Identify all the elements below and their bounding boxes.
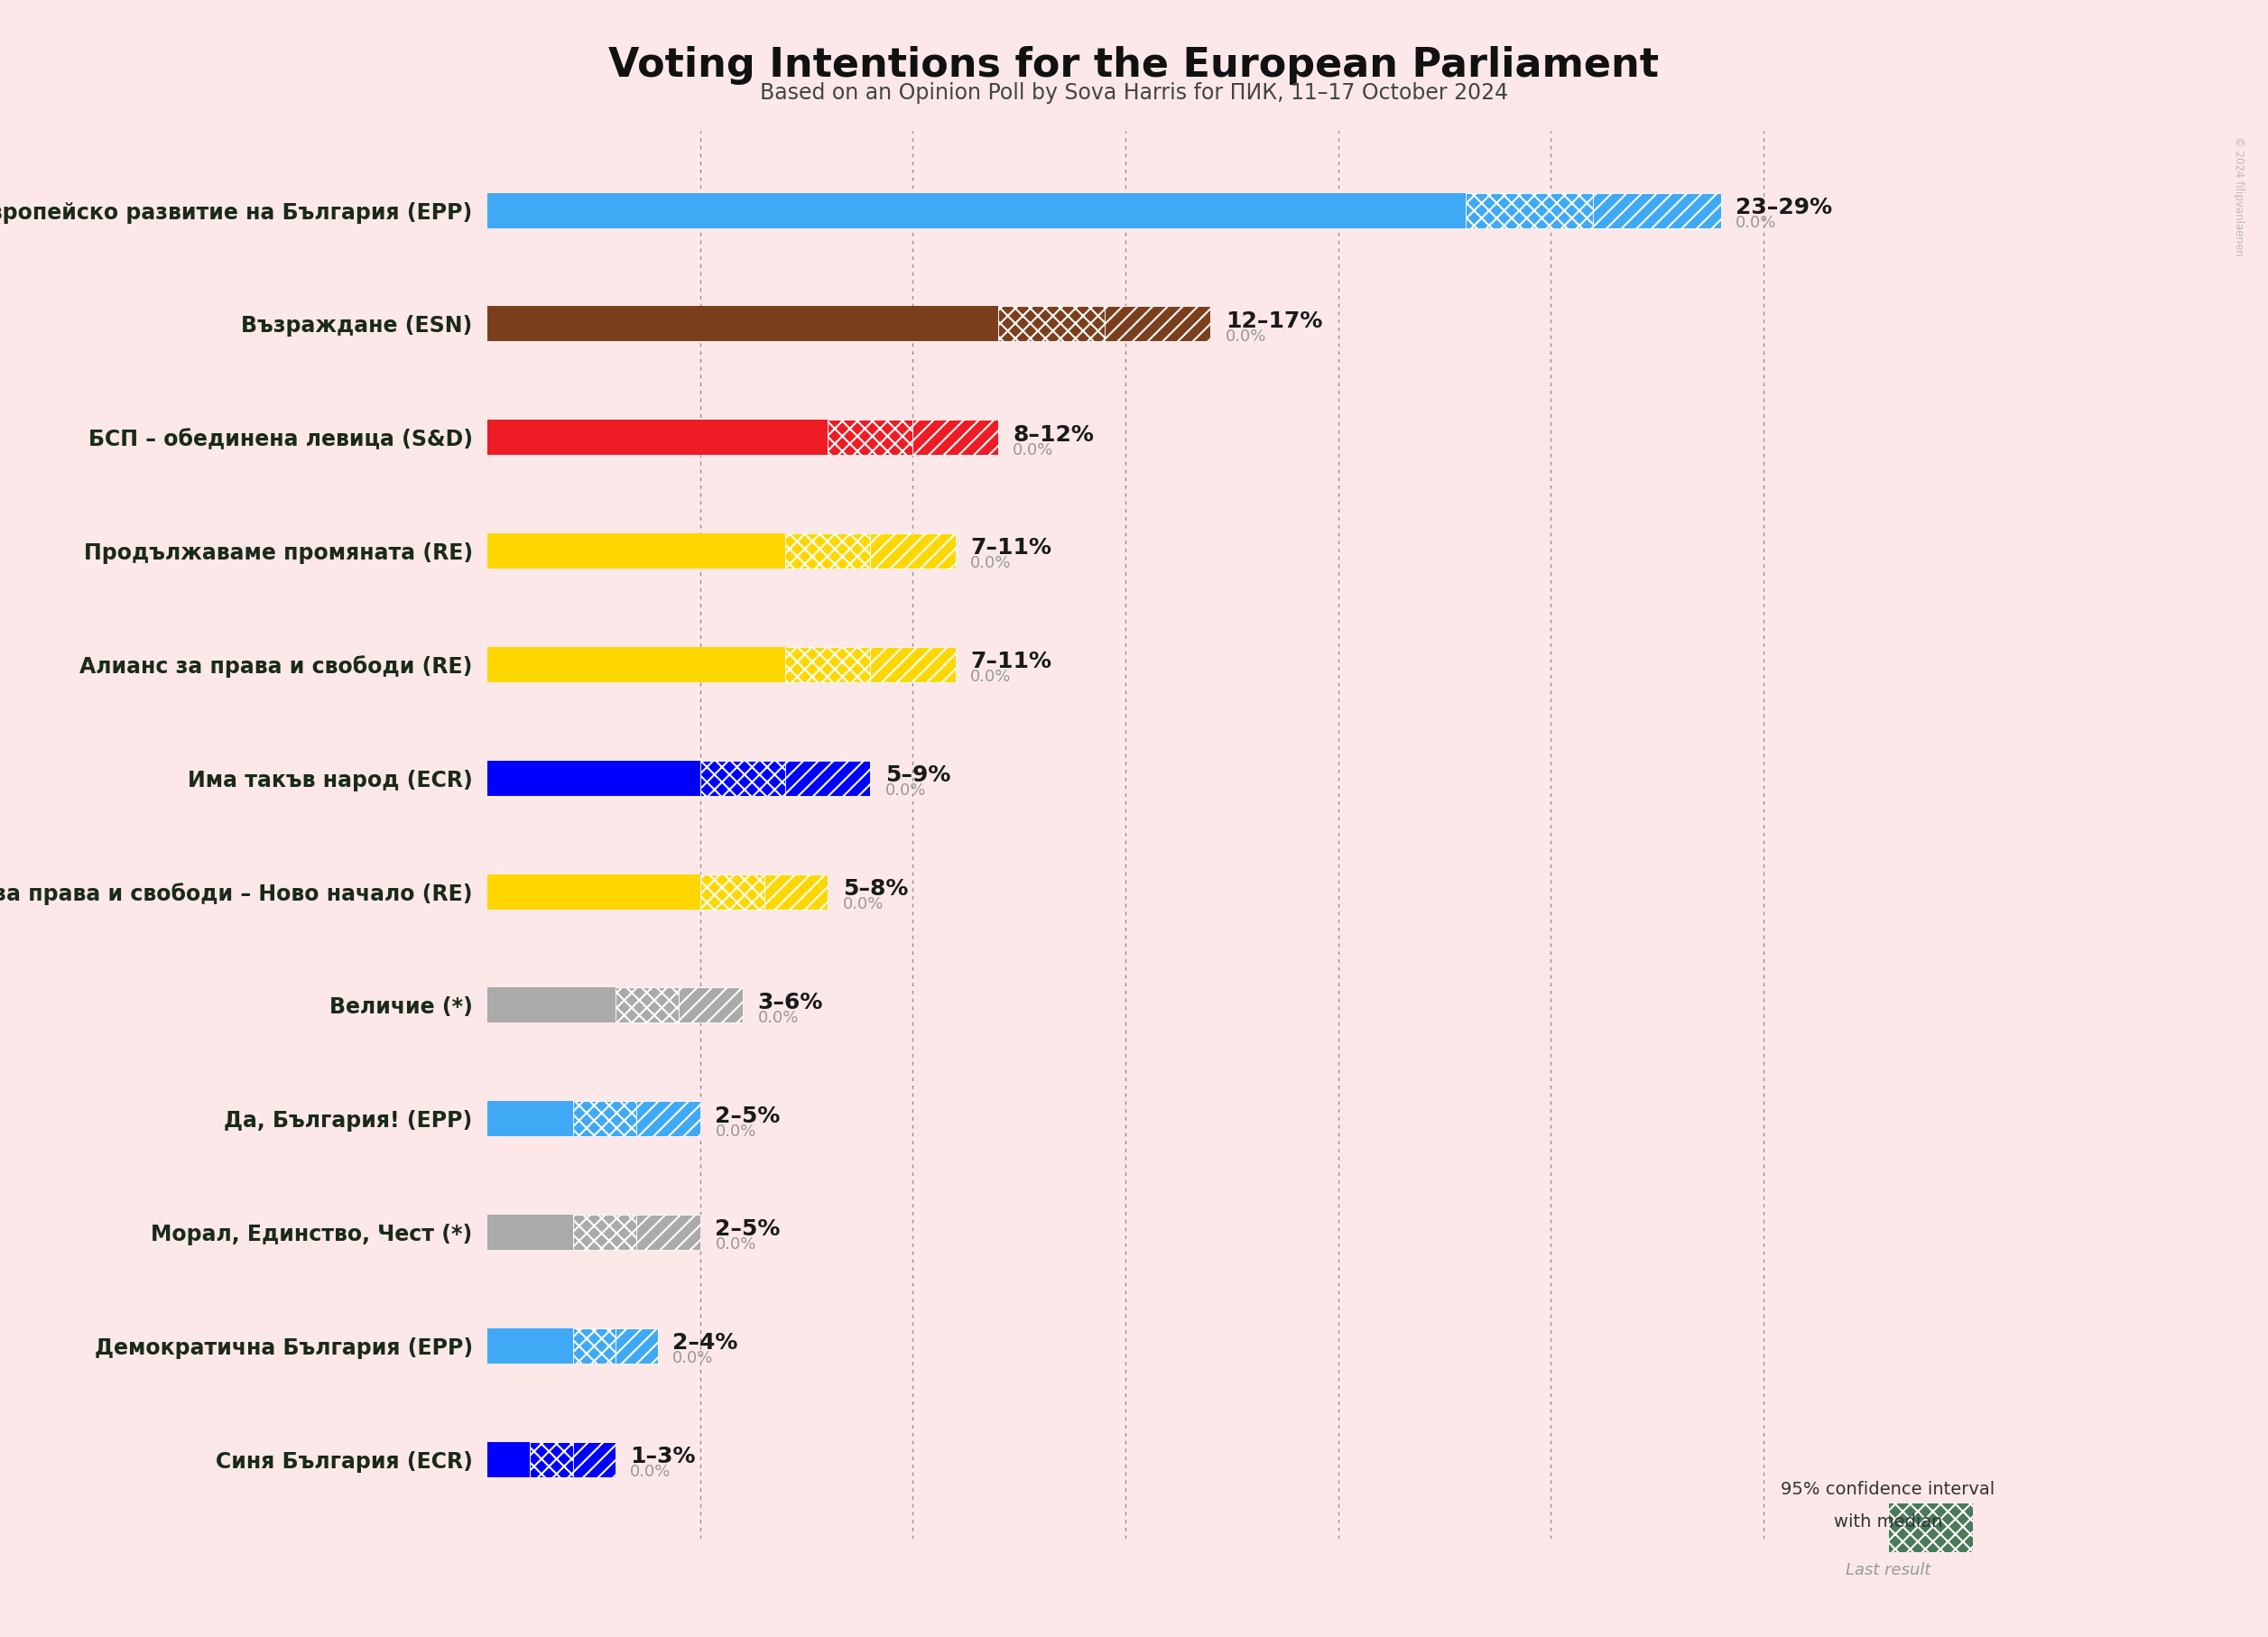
Text: 0.0%: 0.0% xyxy=(714,1123,755,1139)
Bar xyxy=(785,761,871,796)
Bar xyxy=(764,874,828,909)
Bar xyxy=(998,306,1105,342)
Text: 2–5%: 2–5% xyxy=(714,1105,780,1126)
Text: 1–3%: 1–3% xyxy=(631,1445,696,1467)
Bar xyxy=(701,874,764,909)
Text: 0.0%: 0.0% xyxy=(631,1463,671,1480)
Bar xyxy=(678,987,742,1023)
Bar xyxy=(912,421,998,455)
Text: 8–12%: 8–12% xyxy=(1014,424,1093,445)
Bar xyxy=(488,193,1465,228)
Bar xyxy=(1592,193,1721,228)
Text: 0.0%: 0.0% xyxy=(758,1010,798,1026)
Bar xyxy=(488,534,785,568)
Bar xyxy=(488,761,701,796)
Bar xyxy=(488,1102,572,1136)
Text: © 2024 filipvanlaenen: © 2024 filipvanlaenen xyxy=(2232,136,2245,257)
Text: 0.0%: 0.0% xyxy=(971,555,1012,571)
Bar xyxy=(488,1442,531,1477)
Text: 3–6%: 3–6% xyxy=(758,992,823,1013)
Text: 5–9%: 5–9% xyxy=(885,764,950,786)
Bar xyxy=(637,1102,701,1136)
Text: Voting Intentions for the European Parliament: Voting Intentions for the European Parli… xyxy=(608,46,1660,85)
Text: Last result: Last result xyxy=(1846,1562,1930,1578)
Bar xyxy=(1887,1503,1973,1552)
Bar xyxy=(488,1328,572,1364)
Bar xyxy=(572,1102,637,1136)
Text: 5–8%: 5–8% xyxy=(844,877,907,900)
Bar xyxy=(1465,193,1592,228)
Bar xyxy=(785,647,871,683)
Text: 0.0%: 0.0% xyxy=(844,895,885,912)
Bar xyxy=(488,647,785,683)
Bar xyxy=(615,1328,658,1364)
Bar xyxy=(637,1215,701,1249)
Text: 0.0%: 0.0% xyxy=(1225,329,1266,344)
Text: 7–11%: 7–11% xyxy=(971,652,1052,673)
Bar xyxy=(871,647,955,683)
Bar xyxy=(1105,306,1211,342)
Bar xyxy=(828,421,912,455)
Text: 12–17%: 12–17% xyxy=(1225,311,1322,332)
Bar xyxy=(572,1215,637,1249)
Text: 2–4%: 2–4% xyxy=(674,1333,737,1354)
Text: 95% confidence interval: 95% confidence interval xyxy=(1780,1481,1996,1498)
Bar xyxy=(488,987,615,1023)
Bar xyxy=(488,306,998,342)
Bar xyxy=(871,534,955,568)
Text: Based on an Opinion Poll by Sova Harris for ПИК, 11–17 October 2024: Based on an Opinion Poll by Sova Harris … xyxy=(760,82,1508,103)
Text: 0.0%: 0.0% xyxy=(971,670,1012,686)
Bar xyxy=(488,874,701,909)
Text: 0.0%: 0.0% xyxy=(1014,442,1055,458)
Text: 7–11%: 7–11% xyxy=(971,537,1052,558)
Bar xyxy=(701,761,785,796)
Text: 0.0%: 0.0% xyxy=(674,1351,714,1367)
Text: with median: with median xyxy=(1835,1514,1941,1531)
Bar xyxy=(572,1442,615,1477)
Text: 0.0%: 0.0% xyxy=(885,782,925,799)
Bar xyxy=(488,1215,572,1249)
Text: 23–29%: 23–29% xyxy=(1735,196,1833,218)
Text: 2–5%: 2–5% xyxy=(714,1218,780,1241)
Text: 0.0%: 0.0% xyxy=(1735,214,1776,231)
Bar xyxy=(615,987,678,1023)
Bar xyxy=(785,534,871,568)
Bar xyxy=(488,421,828,455)
Text: 0.0%: 0.0% xyxy=(714,1236,755,1252)
Bar xyxy=(572,1328,615,1364)
Bar xyxy=(531,1442,572,1477)
